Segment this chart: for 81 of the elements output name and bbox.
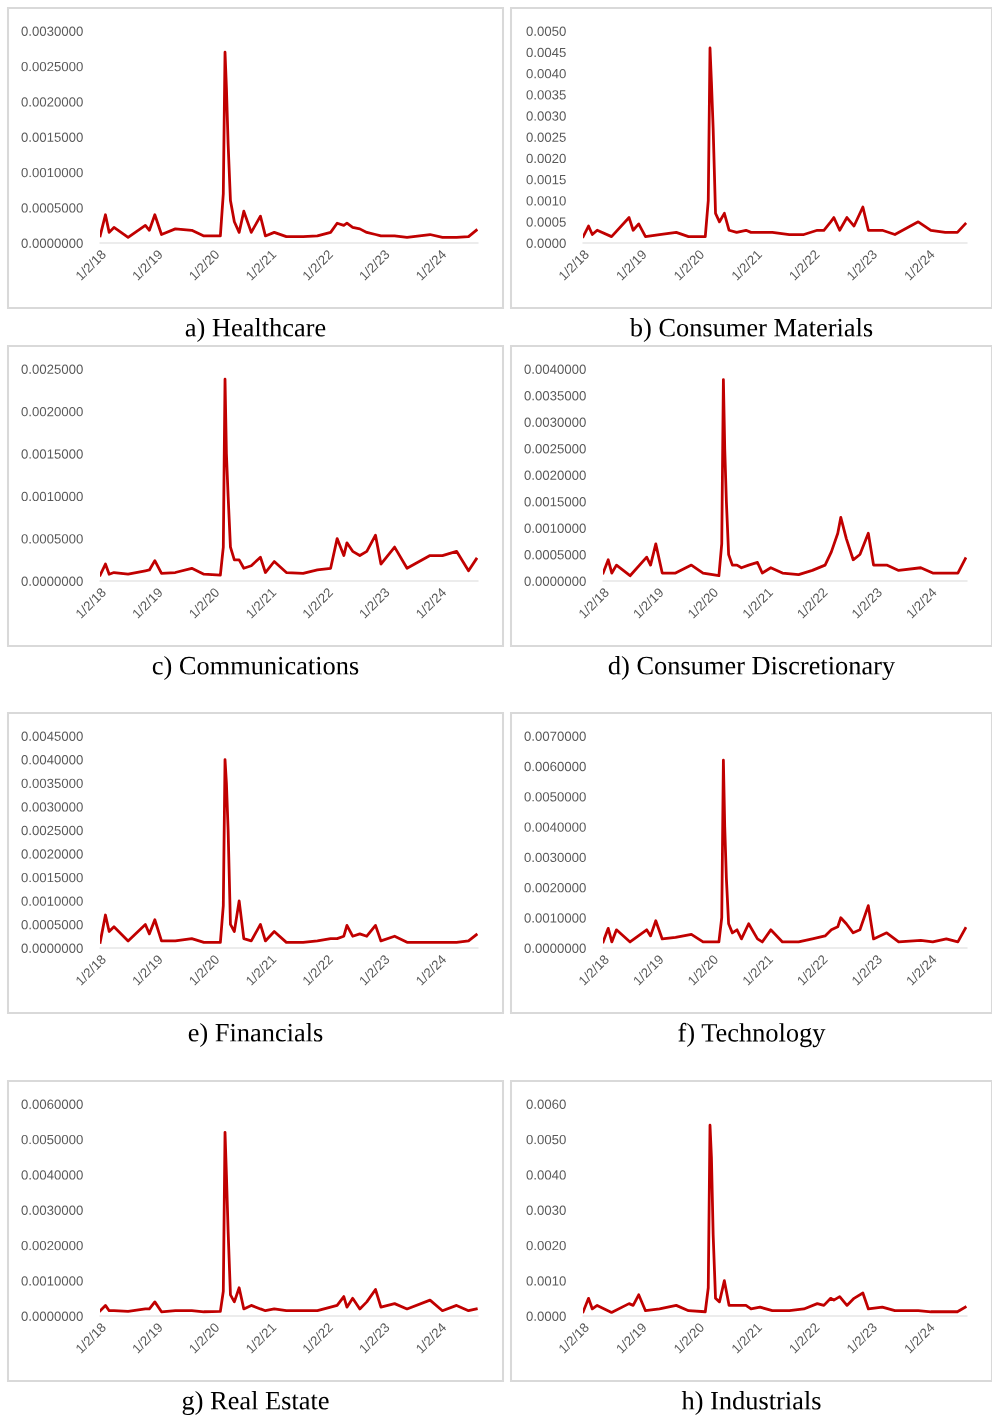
y-tick-label: 0.0025000 <box>21 364 83 374</box>
y-tick-label: 0.0010000 <box>21 167 83 178</box>
y-tick-label: 0.0000000 <box>21 238 83 248</box>
text: b) Consumer Materials <box>629 318 873 342</box>
y-tick-label: 0.0000000 <box>21 943 83 953</box>
line-series <box>603 758 967 944</box>
y-tick-label: 0.0045 <box>526 47 566 58</box>
text: c) Communications <box>152 656 359 680</box>
y-tick-label: 0.0060 <box>526 1099 566 1109</box>
line-series <box>100 758 478 944</box>
text: d) Consumer Discretionary <box>608 656 896 680</box>
line-series <box>583 46 967 239</box>
y-tick-label: 0.0020000 <box>21 849 83 859</box>
y-tick-label: 0.0020000 <box>21 406 83 417</box>
y-tick-label: 0.0020000 <box>21 97 83 107</box>
y-tick-label: 0.0015000 <box>21 132 83 142</box>
y-tick-label: 0.0050000 <box>524 792 586 802</box>
line-series <box>603 378 967 578</box>
y-tick-label: 0.0025000 <box>21 61 83 72</box>
text: h) Industrials <box>681 1391 821 1415</box>
y-tick-label: 0.0025000 <box>524 444 586 454</box>
y-tick-label: 0.0015000 <box>524 497 586 507</box>
y-tick-label: 0.0050000 <box>21 1134 83 1145</box>
y-tick-label: 0.0020000 <box>524 470 586 480</box>
text: f) Technology <box>678 1022 826 1048</box>
y-tick-label: 0.0010 <box>526 1276 566 1286</box>
y-tick-label: 0.0040 <box>526 68 566 79</box>
y-tick-label: 0.0010000 <box>524 913 586 923</box>
y-tick-label: 0.0020000 <box>524 883 586 893</box>
y-tick-label: 0.0030000 <box>21 1205 83 1215</box>
y-tick-label: 0.0060000 <box>524 761 586 772</box>
y-tick-label: 0.0040000 <box>21 755 83 765</box>
y-tick-label: 0.0020 <box>526 153 566 164</box>
line-series <box>583 1123 967 1314</box>
y-tick-label: 0.0010 <box>526 196 566 206</box>
y-tick-label: 0.0040000 <box>524 822 586 832</box>
y-tick-label: 0.0060000 <box>21 1099 83 1109</box>
y-tick-label: 0.0010000 <box>524 523 586 533</box>
y-tick-label: 0.0010000 <box>21 896 83 906</box>
y-tick-label: 0.0000000 <box>21 1311 83 1321</box>
text: e) Financials <box>188 1023 323 1047</box>
y-tick-label: 0.0005000 <box>524 550 586 560</box>
y-tick-label: 0.0015 <box>526 174 566 185</box>
y-tick-label: 0.0035 <box>526 90 566 100</box>
y-tick-label: 0.0005 <box>526 217 566 227</box>
y-tick-label: 0.0000 <box>526 1311 566 1321</box>
y-tick-label: 0.0000 <box>526 238 566 248</box>
line-series <box>100 1130 478 1314</box>
text: g) Real Estate <box>182 1391 329 1415</box>
y-tick-label: 0.0040 <box>526 1170 566 1180</box>
y-tick-label: 0.0000000 <box>524 576 586 586</box>
y-tick-label: 0.0030 <box>526 111 566 121</box>
y-tick-label: 0.0050 <box>526 26 566 36</box>
y-tick-label: 0.0040000 <box>21 1170 83 1180</box>
y-tick-label: 0.0035000 <box>21 778 83 789</box>
y-tick-label: 0.0005000 <box>21 920 83 930</box>
text: a) Healthcare <box>185 318 326 342</box>
line-series <box>100 50 478 239</box>
y-tick-label: 0.0005000 <box>21 203 83 213</box>
y-tick-label: 0.0015000 <box>21 872 83 883</box>
y-tick-label: 0.0005000 <box>21 534 83 544</box>
y-tick-label: 0.0030000 <box>21 802 83 812</box>
y-tick-label: 0.0030000 <box>524 417 586 427</box>
y-tick-label: 0.0025 <box>526 132 566 142</box>
y-tick-label: 0.0030 <box>526 1205 566 1215</box>
y-tick-label: 0.0010000 <box>21 1276 83 1286</box>
y-tick-label: 0.0015000 <box>21 449 83 459</box>
y-tick-label: 0.0000000 <box>21 576 83 586</box>
y-tick-label: 0.0050 <box>526 1134 566 1145</box>
y-tick-label: 0.0000000 <box>524 943 586 953</box>
y-tick-label: 0.0040000 <box>524 364 586 374</box>
y-tick-label: 0.0020000 <box>21 1240 83 1251</box>
y-tick-label: 0.0010000 <box>21 491 83 502</box>
line-series <box>100 377 478 577</box>
y-tick-label: 0.0035000 <box>524 391 586 401</box>
y-tick-label: 0.0030000 <box>21 26 83 36</box>
y-tick-label: 0.0030000 <box>524 852 586 863</box>
y-tick-label: 0.0045000 <box>21 731 83 741</box>
y-tick-label: 0.0070000 <box>524 731 586 741</box>
y-tick-label: 0.0025000 <box>21 825 83 836</box>
y-tick-label: 0.0020 <box>526 1240 566 1251</box>
